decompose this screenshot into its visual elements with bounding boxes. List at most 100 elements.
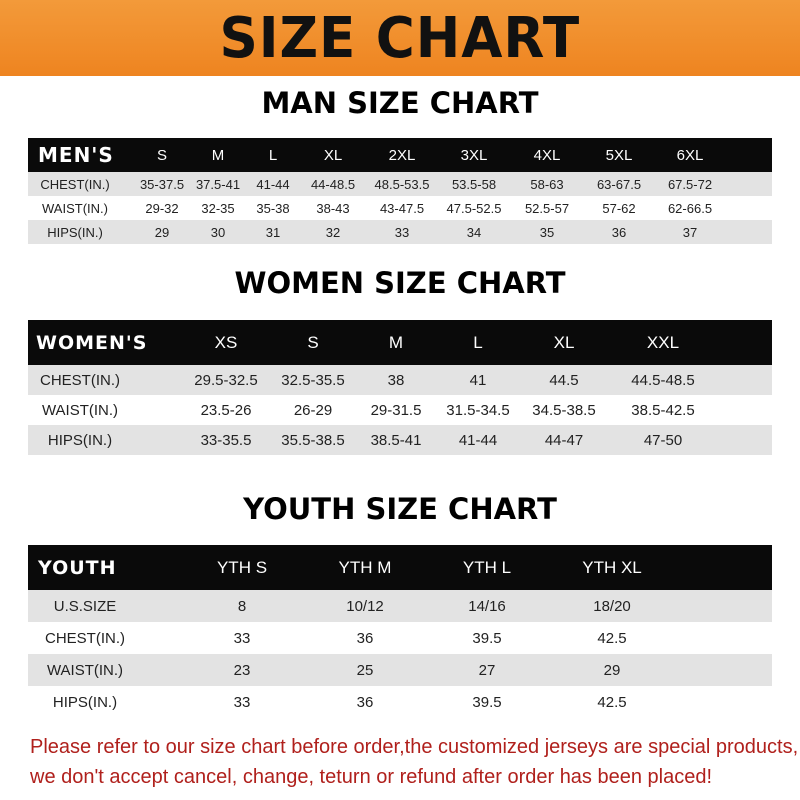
measurement-value: 47.5-52.5 — [446, 200, 502, 216]
table-title-cell: WOMEN'S — [36, 331, 148, 354]
measurement-value: 31.5-34.5 — [446, 401, 510, 419]
table-title-cell: YOUTH — [38, 556, 117, 579]
table-row: CHEST(IN.) 29.5-32.5 32.5-35.5 38 41 44.5 44.5… — [28, 365, 772, 395]
size-header-cell: XS — [214, 332, 238, 352]
measurement-value: 33 — [233, 629, 251, 647]
measurement-value: 32.5-35.5 — [281, 371, 345, 389]
measurement-value: 41 — [469, 371, 487, 389]
table-header-row: YOUTH YTH S YTH M YTH L YTH XL — [28, 545, 772, 590]
measurement-value: 38 — [387, 371, 405, 389]
measurement-value: 39.5 — [472, 693, 502, 711]
table-title-cell: MEN'S — [38, 143, 114, 167]
size-header-cell: 4XL — [533, 146, 561, 164]
youth-title: YOUTH SIZE CHART — [243, 492, 557, 526]
table-row: WAIST(IN.) 29-32 32-35 35-38 38-43 43-47.5 47.… — [28, 196, 772, 220]
measurement-value: 53.5-58 — [451, 176, 497, 192]
table-header-row: WOMEN'S XS S M L XL XXL — [28, 320, 772, 365]
measurement-label: CHEST(IN.) — [40, 176, 110, 192]
men-size-table: MEN'S S M L XL 2XL 3XL 4XL 5XL 6XL CHEST(IN.) 35-37… — [28, 138, 772, 244]
measurement-value: 38-43 — [316, 200, 350, 216]
measurement-value: 35 — [539, 224, 555, 240]
measurement-value: 41-44 — [458, 431, 498, 449]
measurement-value: 63-67.5 — [596, 176, 642, 192]
table-row: HIPS(IN.) 33 36 39.5 42.5 — [28, 686, 772, 718]
size-header-cell: 6XL — [676, 146, 704, 164]
banner-title: SIZE CHART — [219, 5, 581, 71]
measurement-value: 32-35 — [201, 200, 235, 216]
size-header-cell: S — [307, 332, 319, 352]
measurement-value: 29-32 — [145, 200, 179, 216]
measurement-value: 37 — [682, 224, 698, 240]
measurement-value: 32 — [325, 224, 341, 240]
size-header-cell: YTH M — [338, 557, 392, 577]
measurement-value: 35.5-38.5 — [281, 431, 345, 449]
table-row: CHEST(IN.) 33 36 39.5 42.5 — [28, 622, 772, 654]
measurement-value: 43-47.5 — [379, 200, 425, 216]
notice-line-1: Please refer to our size chart before or… — [30, 736, 799, 758]
measurement-label: HIPS(IN.) — [47, 431, 113, 449]
measurement-value: 42.5 — [597, 693, 627, 711]
measurement-value: 44-47 — [544, 431, 584, 449]
table-row: WAIST(IN.) 23 25 27 29 — [28, 654, 772, 686]
measurement-value: 62-66.5 — [667, 200, 713, 216]
size-header-cell: S — [156, 146, 168, 164]
measurement-value: 38.5-42.5 — [631, 401, 695, 419]
size-header-cell: L — [268, 146, 278, 164]
size-header-cell: 3XL — [460, 146, 488, 164]
measurement-value: 29-31.5 — [370, 401, 422, 419]
size-header-cell: YTH S — [216, 557, 268, 577]
table-row: HIPS(IN.) 29 30 31 32 33 34 35 36 37 — [28, 220, 772, 244]
measurement-value: 42.5 — [597, 629, 627, 647]
size-chart-banner: SIZE CHART — [0, 0, 800, 76]
table-header-row: MEN'S S M L XL 2XL 3XL 4XL 5XL 6XL — [28, 138, 772, 172]
measurement-label: WAIST(IN.) — [42, 200, 108, 216]
measurement-label: HIPS(IN.) — [47, 224, 103, 240]
measurement-value: 23.5-26 — [200, 401, 252, 419]
measurement-value: 29.5-32.5 — [194, 371, 258, 389]
measurement-label: WAIST(IN.) — [46, 661, 124, 679]
size-header-cell: YTH XL — [582, 557, 642, 577]
table-row: HIPS(IN.) 33-35.5 35.5-38.5 38.5-41 41-44 44-… — [28, 425, 772, 455]
measurement-value: 10/12 — [346, 597, 384, 615]
measurement-value: 58-63 — [530, 176, 564, 192]
measurement-value: 25 — [356, 661, 374, 679]
measurement-value: 29 — [154, 224, 170, 240]
youth-size-table: YOUTH YTH S YTH M YTH L YTH XL U.S.SIZE 8 10/12… — [28, 545, 772, 718]
measurement-value: 34.5-38.5 — [532, 401, 596, 419]
measurement-label: U.S.SIZE — [53, 597, 117, 615]
measurement-value: 41-44 — [256, 176, 290, 192]
measurement-value: 33 — [233, 693, 251, 711]
measurement-value: 23 — [233, 661, 251, 679]
measurement-value: 37.5-41 — [195, 176, 241, 192]
size-header-cell: L — [473, 332, 483, 352]
men-title: MAN SIZE CHART — [261, 86, 539, 120]
size-header-cell: M — [388, 332, 404, 352]
measurement-value: 35-38 — [256, 200, 290, 216]
measurement-label: HIPS(IN.) — [52, 693, 118, 711]
measurement-value: 57-62 — [602, 200, 636, 216]
measurement-label: CHEST(IN.) — [45, 629, 125, 647]
size-header-cell: XL — [323, 146, 343, 164]
measurement-value: 44.5 — [549, 371, 579, 389]
notice-line-2: we don't accept cancel, change, teturn o… — [30, 766, 713, 788]
measurement-value: 30 — [210, 224, 226, 240]
measurement-value: 29 — [603, 661, 621, 679]
size-header-cell: XXL — [646, 332, 680, 352]
measurement-value: 27 — [478, 661, 496, 679]
table-row: WAIST(IN.) 23.5-26 26-29 29-31.5 31.5-34.5 34… — [28, 395, 772, 425]
women-size-table: WOMEN'S XS S M L XL XXL CHEST(IN.) 29.5-32.5 32.5… — [28, 320, 772, 455]
measurement-value: 48.5-53.5 — [374, 176, 430, 192]
measurement-label: WAIST(IN.) — [41, 401, 119, 419]
table-row: U.S.SIZE 8 10/12 14/16 18/20 — [28, 590, 772, 622]
measurement-value: 44-48.5 — [310, 176, 356, 192]
measurement-value: 47-50 — [643, 431, 683, 449]
measurement-value: 34 — [466, 224, 482, 240]
measurement-value: 18/20 — [593, 597, 631, 615]
measurement-value: 35-37.5 — [139, 176, 185, 192]
size-header-cell: 2XL — [388, 146, 416, 164]
women-title: WOMEN SIZE CHART — [234, 266, 566, 300]
measurement-value: 31 — [265, 224, 281, 240]
measurement-label: CHEST(IN.) — [40, 371, 120, 389]
measurement-value: 38.5-41 — [370, 431, 422, 449]
measurement-value: 33 — [394, 224, 410, 240]
